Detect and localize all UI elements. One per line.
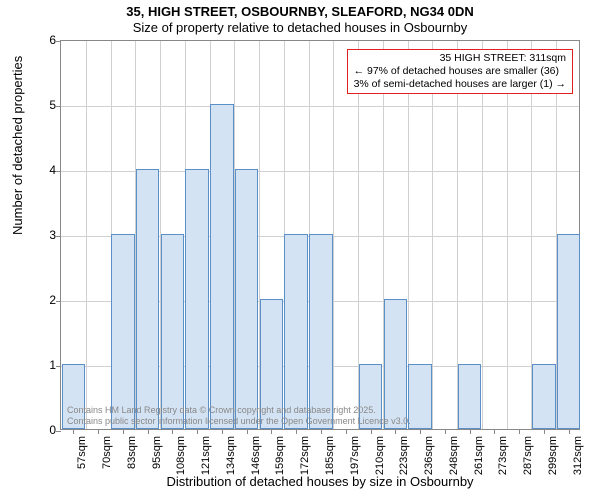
bar <box>458 364 482 429</box>
bar <box>532 364 556 429</box>
chart-container: 35, HIGH STREET, OSBOURNBY, SLEAFORD, NG… <box>0 0 600 500</box>
y-tick-mark <box>56 236 61 237</box>
x-tick-mark <box>197 429 198 434</box>
chart-title-line2: Size of property relative to detached ho… <box>0 20 600 35</box>
grid-line-v <box>507 41 508 429</box>
annotation-line: 35 HIGH STREET: 311sqm <box>354 52 566 65</box>
annotation-line: ← 97% of detached houses are smaller (36… <box>354 65 566 78</box>
x-axis-label: Distribution of detached houses by size … <box>60 474 580 489</box>
bar <box>111 234 135 429</box>
grid-line-v <box>333 41 334 429</box>
x-tick-mark <box>569 429 570 434</box>
x-tick-mark <box>73 429 74 434</box>
y-tick-label: 1 <box>36 358 56 372</box>
y-tick-mark <box>56 366 61 367</box>
x-tick-mark <box>519 429 520 434</box>
y-tick-label: 5 <box>36 98 56 112</box>
x-tick-mark <box>321 429 322 434</box>
x-tick-mark <box>222 429 223 434</box>
bar <box>557 234 581 429</box>
x-tick-mark <box>247 429 248 434</box>
x-tick-mark <box>271 429 272 434</box>
x-tick-mark <box>371 429 372 434</box>
x-tick-mark <box>470 429 471 434</box>
footer-line: Contains public sector information licen… <box>67 416 411 427</box>
y-tick-mark <box>56 106 61 107</box>
y-tick-label: 4 <box>36 163 56 177</box>
bar <box>235 169 259 429</box>
y-tick-mark <box>56 431 61 432</box>
grid-line-h <box>61 106 579 107</box>
annotation-line: 3% of semi-detached houses are larger (1… <box>354 78 566 91</box>
chart-title-line1: 35, HIGH STREET, OSBOURNBY, SLEAFORD, NG… <box>0 4 600 19</box>
x-tick-mark <box>445 429 446 434</box>
x-tick-mark <box>494 429 495 434</box>
grid-line-v <box>482 41 483 429</box>
plot-area: 35 HIGH STREET: 311sqm← 97% of detached … <box>60 40 580 430</box>
x-tick-mark <box>172 429 173 434</box>
y-tick-mark <box>56 171 61 172</box>
x-tick-mark <box>420 429 421 434</box>
y-tick-label: 0 <box>36 423 56 437</box>
x-tick-mark <box>346 429 347 434</box>
y-tick-label: 2 <box>36 293 56 307</box>
y-tick-mark <box>56 41 61 42</box>
bar <box>161 234 185 429</box>
y-tick-label: 6 <box>36 33 56 47</box>
grid-line-v <box>432 41 433 429</box>
bar <box>408 364 432 429</box>
x-tick-mark <box>544 429 545 434</box>
grid-line-v <box>86 41 87 429</box>
annotation-box: 35 HIGH STREET: 311sqm← 97% of detached … <box>347 49 573 94</box>
y-tick-mark <box>56 301 61 302</box>
x-tick-mark <box>148 429 149 434</box>
bar <box>210 104 234 429</box>
x-tick-mark <box>296 429 297 434</box>
x-tick-mark <box>123 429 124 434</box>
bar <box>136 169 160 429</box>
x-tick-mark <box>395 429 396 434</box>
bar <box>185 169 209 429</box>
x-tick-mark <box>98 429 99 434</box>
footer-line: Contains HM Land Registry data © Crown c… <box>67 405 411 416</box>
y-tick-label: 3 <box>36 228 56 242</box>
bar <box>309 234 333 429</box>
bar <box>284 234 308 429</box>
footer-attribution: Contains HM Land Registry data © Crown c… <box>67 405 411 427</box>
y-axis-label: Number of detached properties <box>10 56 25 235</box>
